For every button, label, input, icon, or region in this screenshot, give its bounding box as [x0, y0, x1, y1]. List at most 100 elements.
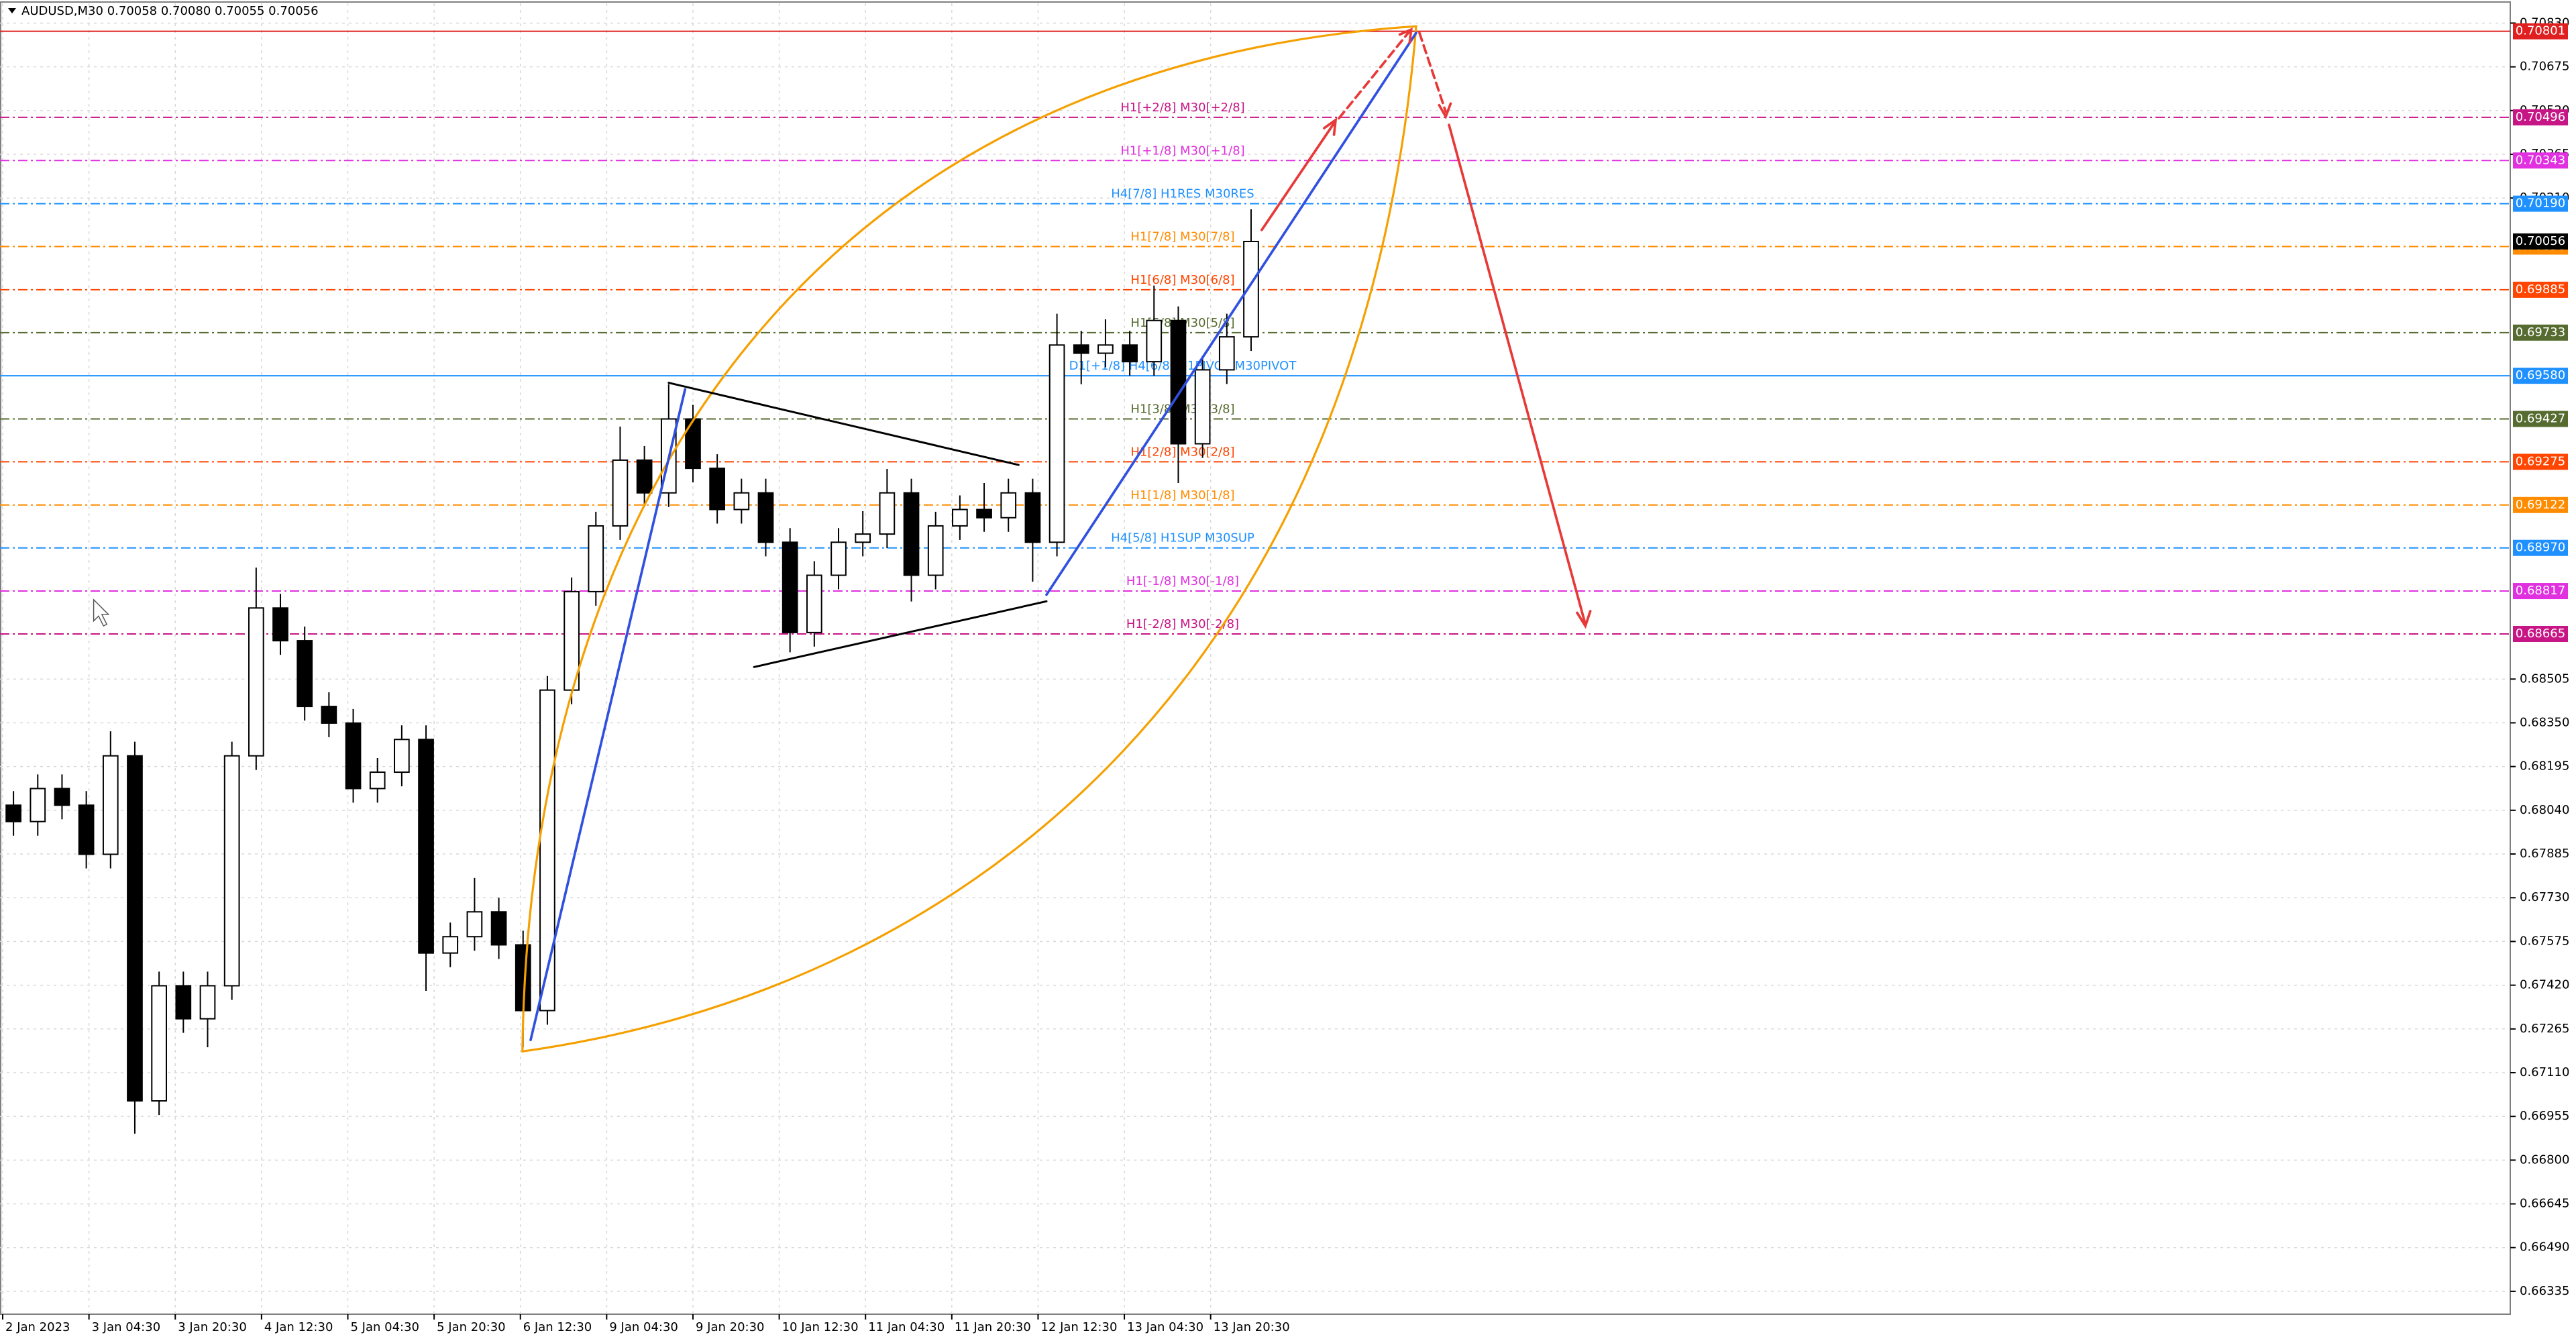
- level-label: H1[-1/8] M30[-1/8]: [1126, 574, 1239, 588]
- blue-trendline: [1045, 32, 1417, 596]
- candle-body: [345, 722, 362, 790]
- y-tick-label: 0.67420: [2520, 978, 2569, 992]
- candle-body: [175, 985, 192, 1020]
- candle-body: [297, 640, 313, 708]
- y-tick-label: 0.67730: [2520, 890, 2569, 904]
- arrow-head: [1438, 102, 1452, 120]
- candle-body: [806, 574, 822, 633]
- price-box-label: 0.70801: [2516, 24, 2565, 38]
- candle-body: [903, 492, 920, 576]
- candle-body: [1218, 336, 1235, 371]
- candle-body: [394, 739, 410, 773]
- candle-body: [1243, 240, 1259, 338]
- level-label: H1[6/8] M30[6/8]: [1130, 273, 1234, 287]
- level-label: H1[2/8] M30[2/8]: [1130, 445, 1234, 459]
- y-tick-label: 0.66800: [2520, 1153, 2569, 1167]
- level-label: H4[7/8] H1RES M30RES: [1111, 187, 1254, 201]
- x-tick-label: 9 Jan 04:30: [609, 1320, 678, 1334]
- candle-body: [418, 739, 434, 954]
- candle-body: [685, 418, 701, 470]
- candle-body: [1194, 369, 1211, 445]
- candle-body: [5, 804, 21, 822]
- candle-body: [1097, 344, 1114, 354]
- candle-body: [855, 533, 871, 543]
- x-tick-label: 3 Jan 20:30: [178, 1320, 247, 1334]
- price-box-label: 0.69122: [2516, 498, 2565, 512]
- level-label: H1[-2/8] M30[-2/8]: [1126, 617, 1239, 631]
- x-tick-label: 5 Jan 04:30: [350, 1320, 419, 1334]
- candle-body: [879, 492, 896, 535]
- candle-body: [1049, 344, 1065, 543]
- y-tick-label: 0.66645: [2520, 1197, 2569, 1211]
- y-tick-label: 0.68040: [2520, 803, 2569, 817]
- x-tick-label: 11 Jan 20:30: [955, 1320, 1031, 1334]
- level-label: H4[5/8] H1SUP M30SUP: [1111, 531, 1254, 545]
- price-box: [2513, 496, 2568, 513]
- candle-body: [102, 755, 119, 855]
- price-box-label: 0.69427: [2516, 412, 2565, 426]
- candle-body: [223, 755, 240, 987]
- candle-body: [1024, 492, 1041, 543]
- price-box-label: 0.69275: [2516, 454, 2565, 468]
- y-tick-label: 0.68195: [2520, 759, 2569, 773]
- x-tick-label: 6 Jan 12:30: [523, 1320, 592, 1334]
- candle-body: [952, 508, 968, 527]
- level-label: H1[7/8] M30[7/8]: [1130, 230, 1234, 244]
- candle-body: [830, 541, 847, 576]
- x-tick-label: 13 Jan 20:30: [1214, 1320, 1290, 1334]
- mouse-cursor: [93, 598, 110, 627]
- candle-body: [1073, 344, 1089, 354]
- level-label: H1[1/8] M30[1/8]: [1130, 488, 1234, 502]
- price-box: [2513, 152, 2568, 169]
- price-box-label: 0.69885: [2516, 282, 2565, 297]
- candle-body: [757, 492, 774, 543]
- candle-body: [466, 911, 483, 938]
- level-label: H1[+2/8] M30[+2/8]: [1120, 101, 1244, 115]
- forecast-arrow: [1338, 30, 1411, 120]
- last-price-label: 0.70056: [2516, 234, 2565, 248]
- x-tick-label: 12 Jan 12:30: [1040, 1320, 1117, 1334]
- y-tick-label: 0.67265: [2520, 1022, 2569, 1036]
- price-box-label: 0.70190: [2516, 197, 2565, 211]
- candle-body: [369, 771, 386, 790]
- candle-body: [539, 689, 555, 1012]
- triangle-line: [753, 600, 1048, 668]
- price-box-label: 0.68970: [2516, 541, 2565, 555]
- candle-body: [1170, 319, 1187, 445]
- orange-arc: [521, 25, 1417, 1053]
- x-tick-label: 5 Jan 20:30: [437, 1320, 506, 1334]
- y-tick-label: 0.67110: [2520, 1065, 2569, 1079]
- price-box: [2513, 324, 2568, 341]
- price-box: [2513, 583, 2568, 600]
- candle-body: [588, 525, 604, 592]
- price-box-label: 0.70496: [2516, 110, 2565, 124]
- candle-body: [30, 788, 46, 822]
- last-price-box: [2513, 233, 2568, 250]
- candle-body: [78, 804, 95, 855]
- collapse-icon: [8, 8, 16, 13]
- y-tick-label: 0.67575: [2520, 934, 2569, 948]
- chart-title: AUDUSD,M30 0.70058 0.70080 0.70055 0.700…: [21, 4, 319, 18]
- y-tick-label: 0.66955: [2520, 1109, 2569, 1123]
- candle-body: [248, 607, 264, 757]
- candle-body: [272, 607, 288, 642]
- x-tick-label: 3 Jan 04:30: [92, 1320, 161, 1334]
- candle-body: [151, 985, 167, 1102]
- y-tick-label: 0.67885: [2520, 847, 2569, 861]
- x-tick-label: 2 Jan 2023: [5, 1320, 70, 1334]
- x-tick-label: 11 Jan 04:30: [868, 1320, 945, 1334]
- plot-frame: [0, 1, 2511, 1315]
- arrow-head: [1323, 117, 1338, 136]
- y-tick-label: 0.66490: [2520, 1240, 2569, 1254]
- blue-trendline: [529, 388, 687, 1042]
- x-tick-label: 13 Jan 04:30: [1127, 1320, 1203, 1334]
- candle-body: [1122, 344, 1138, 363]
- price-box: [2513, 23, 2568, 40]
- candle-body: [612, 459, 629, 527]
- price-box: [2513, 281, 2568, 298]
- candle-body: [54, 788, 70, 806]
- arrow-head: [1398, 28, 1413, 44]
- y-tick-label: 0.68505: [2520, 672, 2569, 686]
- candle-body: [976, 508, 992, 519]
